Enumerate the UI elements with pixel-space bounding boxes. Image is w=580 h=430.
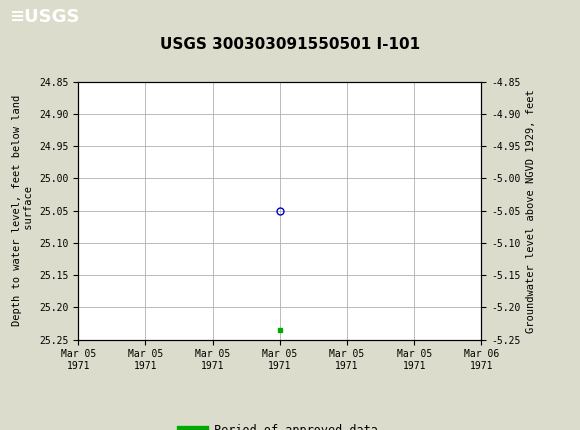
Y-axis label: Groundwater level above NGVD 1929, feet: Groundwater level above NGVD 1929, feet xyxy=(526,89,536,332)
Y-axis label: Depth to water level, feet below land
 surface: Depth to water level, feet below land su… xyxy=(12,95,34,326)
Text: ≡USGS: ≡USGS xyxy=(9,8,79,26)
Text: USGS 300303091550501 I-101: USGS 300303091550501 I-101 xyxy=(160,37,420,52)
Legend: Period of approved data: Period of approved data xyxy=(177,420,383,430)
